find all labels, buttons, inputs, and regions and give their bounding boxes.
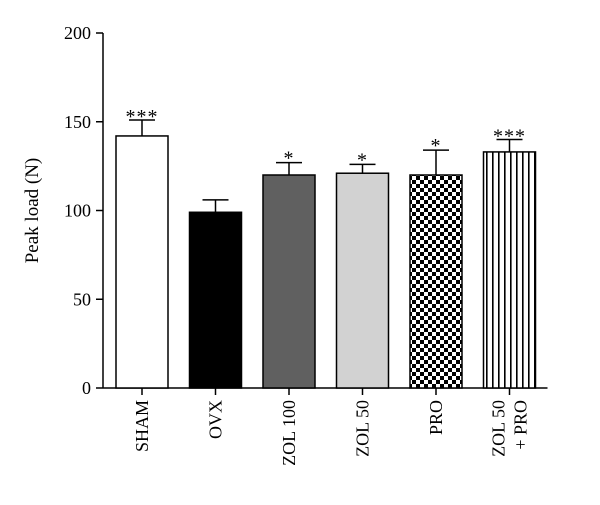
- x-category-label: SHAM: [132, 400, 152, 452]
- x-category-label: + PRO: [511, 400, 531, 450]
- bar: [335, 172, 390, 389]
- x-category-label: PRO: [426, 400, 446, 435]
- x-category-label: ZOL 50: [353, 400, 373, 457]
- labels: 0 50 100 150 200 Peak load (N) *** SHAM OVX * ZOL …: [22, 23, 531, 466]
- bar: [188, 211, 243, 389]
- bars: [115, 119, 537, 389]
- significance-label: ***: [126, 106, 159, 128]
- x-category-label: ZOL 50: [489, 400, 509, 457]
- axes: [96, 32, 548, 395]
- significance-label: *: [431, 135, 442, 157]
- bar: [115, 135, 169, 389]
- x-category-label: ZOL 100: [279, 400, 299, 466]
- y-tick-label: 100: [64, 201, 91, 221]
- x-category-label: OVX: [206, 400, 226, 439]
- y-tick-label: 50: [73, 289, 91, 309]
- y-axis-title: Peak load (N): [22, 158, 43, 264]
- y-tick-label: 200: [64, 23, 91, 43]
- significance-label: *: [284, 148, 295, 170]
- bar: [262, 174, 316, 389]
- significance-label: *: [357, 149, 368, 171]
- significance-label: ***: [493, 126, 526, 148]
- bar: [409, 174, 463, 389]
- y-tick-label: 150: [64, 112, 91, 132]
- bar: [482, 151, 537, 389]
- y-tick-label: 0: [82, 378, 91, 398]
